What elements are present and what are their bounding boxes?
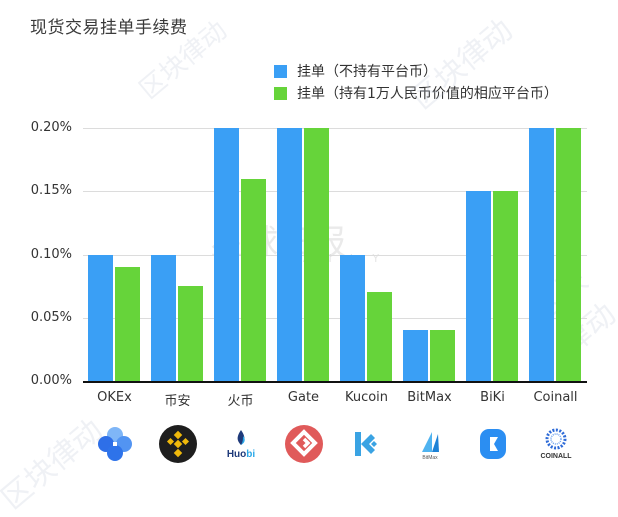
bar-with-token (430, 330, 455, 381)
x-tick-label: BitMax (407, 390, 452, 405)
bar-no-token (277, 128, 302, 381)
plot-area (83, 128, 587, 383)
gridline (83, 254, 587, 256)
chart-title: 现货交易挂单手续费 (30, 18, 188, 38)
bar-with-token (556, 128, 581, 381)
legend-item-with-token: 挂单（持有1万人民币价值的相应平台币） (274, 82, 558, 104)
gate-logo-icon (272, 422, 335, 466)
biki-logo-icon (461, 422, 524, 466)
huobi-logo-icon: Huobi (209, 422, 272, 466)
bar-no-token (214, 128, 239, 381)
x-axis-line (83, 381, 587, 383)
legend-label: 挂单（不持有平台币） (297, 64, 437, 80)
y-tick-label: 0.20% (30, 120, 72, 135)
y-tick-label: 0.00% (30, 373, 72, 388)
bar-no-token (88, 254, 113, 381)
okex-logo-icon (83, 422, 146, 466)
bar-no-token (466, 191, 491, 381)
gridline (83, 317, 587, 319)
bar-with-token (115, 267, 140, 381)
x-tick-label: OKEx (97, 390, 132, 405)
binance-logo-icon (146, 422, 209, 466)
bar-with-token (178, 286, 203, 381)
legend-swatch-blue (274, 64, 287, 78)
legend-item-no-token: 挂单（不持有平台币） (274, 60, 558, 82)
gridline (83, 191, 587, 193)
bitmax-logo-icon: BitMax (398, 422, 461, 466)
x-tick-label: BiKi (480, 390, 505, 405)
x-tick-label: 币安 (164, 394, 191, 409)
bar-no-token (403, 330, 428, 381)
legend: 挂单（不持有平台币） 挂单（持有1万人民币价值的相应平台币） (274, 60, 558, 104)
y-tick-label: 0.05% (30, 309, 72, 325)
x-tick-label: Kucoin (344, 390, 389, 405)
x-tick-label: 火币 (227, 394, 254, 409)
bar-with-token (493, 191, 518, 381)
legend-swatch-green (274, 86, 287, 100)
gridline (83, 128, 587, 129)
svg-text:Huobi: Huobi (226, 449, 255, 460)
bar-with-token (241, 178, 266, 381)
x-tick-label: Coinall (533, 390, 578, 405)
bar-no-token (529, 128, 554, 381)
bar-no-token (340, 254, 365, 381)
y-tick-label: 0.15% (30, 183, 72, 199)
bar-no-token (151, 254, 176, 381)
x-tick-label: Gate (287, 390, 320, 405)
svg-text:COINALL: COINALL (540, 453, 572, 460)
coinall-logo-icon: COINALL (524, 422, 587, 466)
bar-with-token (304, 128, 329, 381)
y-tick-label: 0.10% (30, 246, 72, 262)
svg-text:BitMax: BitMax (422, 455, 438, 461)
kucoin-logo-icon (335, 422, 398, 466)
legend-label: 挂单（持有1万人民币价值的相应平台币） (297, 86, 558, 102)
bar-with-token (367, 292, 392, 381)
